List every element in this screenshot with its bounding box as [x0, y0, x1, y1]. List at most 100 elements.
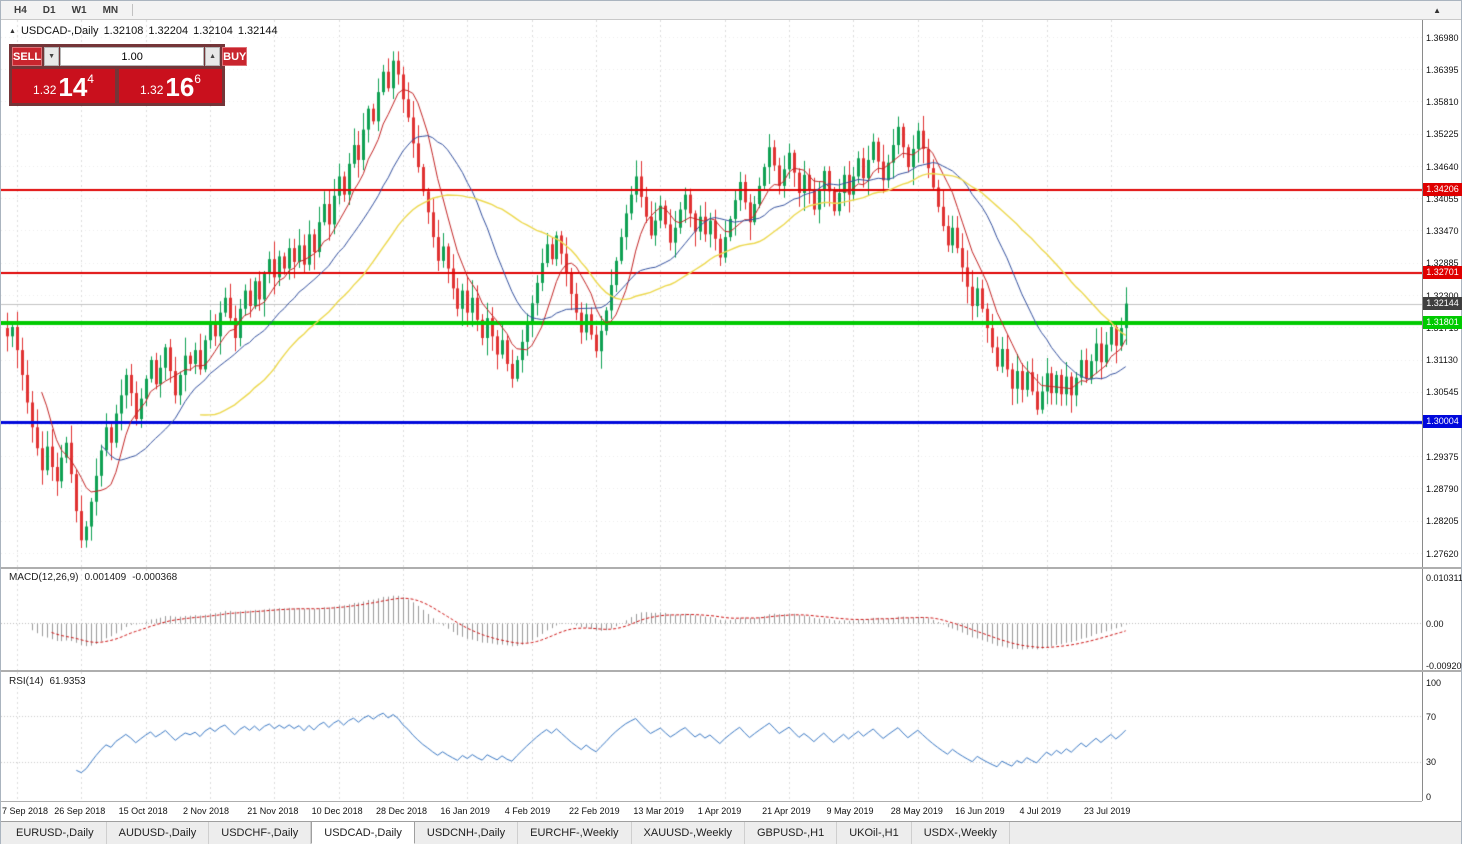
bottom-tab-gbpusd[interactable]: GBPUSD-,H1	[745, 822, 838, 844]
date-axis-label: 4 Feb 2019	[504, 806, 551, 816]
date-axis-label: 16 Jan 2019	[440, 806, 490, 816]
price-axis-label: 1.30545	[1426, 387, 1459, 398]
price-axis-label: 1.27620	[1426, 548, 1459, 559]
current-price-tag: 1.32144	[1423, 297, 1462, 311]
price-axis-label: 1.32885	[1426, 258, 1459, 269]
toolbar-scroll-up-icon[interactable]: ▲	[1433, 5, 1441, 15]
macd-header: MACD(12,26,9) 0.001409 -0.000368	[9, 572, 177, 583]
date-axis-label: 15 Oct 2018	[118, 806, 168, 816]
sell-button[interactable]: SELL	[12, 47, 43, 66]
price-axis-label: 1.29375	[1426, 451, 1459, 462]
price-axis-label: 1.36395	[1426, 64, 1459, 75]
price-axis-label: 1.28205	[1426, 516, 1459, 527]
rsi-label: RSI(14)	[9, 676, 44, 687]
volume-input[interactable]	[60, 47, 205, 66]
macd-indicator-canvas[interactable]	[1, 569, 1422, 670]
ohlc-close: 1.32144	[237, 25, 278, 37]
buy-price-big: 16	[165, 72, 195, 102]
rsi-header: RSI(14) 61.9353	[9, 676, 86, 687]
volume-control: ▼ ▲	[44, 47, 221, 66]
date-axis-label: 13 Mar 2019	[633, 806, 684, 816]
rsi-scale-label: 0	[1426, 791, 1432, 802]
bottom-tab-usdx[interactable]: USDX-,Weekly	[912, 822, 1010, 844]
sell-price-prefix: 1.32	[33, 83, 57, 97]
sell-price-sup: 4	[87, 72, 94, 86]
level-price-tag: 1.34206	[1423, 183, 1462, 197]
bottom-tab-usdcad[interactable]: USDCAD-,Daily	[311, 821, 415, 844]
bottom-tab-usdcnh[interactable]: USDCNH-,Daily	[415, 822, 519, 844]
bottom-tab-audusd[interactable]: AUDUSD-,Daily	[107, 822, 210, 844]
chart-area: ▲ USDCAD-,Daily 1.32108 1.32204 1.32104 …	[1, 20, 1462, 821]
price-axis-label: 1.33470	[1426, 226, 1459, 236]
price-axis-label: 1.32300	[1426, 290, 1459, 301]
macd-scale-zero-label: 0.00	[1426, 618, 1444, 629]
chart-symbol-header: ▲ USDCAD-,Daily 1.32108 1.32204 1.32104 …	[9, 25, 278, 37]
buy-price-sup: 6	[194, 72, 201, 86]
timeframe-button-w1[interactable]: W1	[65, 3, 94, 18]
price-axis-label: 1.36980	[1426, 32, 1459, 43]
date-axis-label: 28 May 2019	[890, 806, 943, 816]
bottom-tab-eurusd[interactable]: EURUSD-,Daily	[4, 822, 107, 844]
price-axis-label: 1.35225	[1426, 129, 1459, 140]
buy-button[interactable]: BUY	[222, 47, 248, 66]
buy-price-prefix: 1.32	[140, 83, 164, 97]
buy-price-box[interactable]: 1.32 16 6	[119, 69, 222, 103]
date-axis-label: 2 Nov 2018	[182, 806, 229, 816]
date-axis-label: 21 Apr 2019	[762, 806, 811, 816]
level-price-tag: 1.30004	[1423, 415, 1462, 429]
date-axis-label: 9 May 2019	[826, 806, 874, 816]
date-axis-label: 23 Jul 2019	[1083, 806, 1131, 816]
panel-splitter[interactable]	[1, 567, 1461, 569]
price-axis-label: 1.35810	[1426, 97, 1459, 107]
macd-value: 0.001409	[84, 572, 127, 583]
bottom-tab-eurchf[interactable]: EURCHF-,Weekly	[518, 822, 632, 844]
level-price-tag: 1.32701	[1423, 266, 1462, 280]
macd-signal-value: -0.000368	[132, 572, 178, 583]
rsi-value: 61.9353	[49, 676, 86, 687]
sell-price-box[interactable]: 1.32 14 4	[12, 69, 115, 103]
panel-splitter[interactable]	[1, 670, 1461, 672]
ohlc-low: 1.32104	[193, 25, 233, 37]
chart-symbol-label: USDCAD-,Daily	[20, 25, 99, 37]
chart-symbol-icon: ▲	[9, 27, 16, 35]
date-axis-label: 28 Dec 2018	[376, 806, 428, 816]
timeframe-toolbar: H4 D1 W1 MN ▲	[1, 1, 1461, 20]
toolbar-separator	[132, 4, 134, 16]
timeframe-button-h4[interactable]: H4	[7, 3, 34, 18]
ohlc-high: 1.32204	[148, 25, 189, 37]
date-axis-label: 21 Nov 2018	[247, 806, 299, 816]
rsi-scale-label: 70	[1426, 711, 1437, 722]
date-axis-label: 26 Sep 2018	[54, 806, 106, 816]
date-axis[interactable]: 7 Sep 2018 26 Sep 2018 15 Oct 2018 2 Nov 20…	[1, 801, 1422, 821]
rsi-scale-label: 100	[1426, 677, 1442, 688]
date-axis-label: 10 Dec 2018	[311, 806, 363, 816]
timeframe-button-mn[interactable]: MN	[96, 3, 126, 18]
date-axis-label: 7 Sep 2018	[2, 806, 49, 816]
ohlc-open: 1.32108	[103, 25, 144, 37]
level-price-tag: 1.31801	[1423, 316, 1462, 329]
volume-increase-button[interactable]: ▲	[205, 47, 221, 66]
volume-decrease-button[interactable]: ▼	[44, 47, 60, 66]
macd-scale-max-label: 0.010311	[1426, 572, 1462, 583]
rsi-scale-label: 30	[1426, 757, 1437, 768]
bottom-tab-usdchf[interactable]: USDCHF-,Daily	[209, 822, 312, 844]
date-axis-label: 22 Feb 2019	[569, 806, 620, 816]
price-axis-label: 1.34640	[1426, 161, 1459, 172]
date-axis-label: 16 Jun 2019	[955, 806, 1005, 816]
timeframe-button-d1[interactable]: D1	[36, 3, 63, 18]
price-axis-label: 1.34055	[1426, 193, 1459, 204]
sell-price-big: 14	[58, 72, 88, 102]
bottom-tab-ukoil[interactable]: UKOil-,H1	[837, 822, 912, 844]
price-axis[interactable]: 1.36980 1.36395 1.35810 1.35225 1.34640 1.340…	[1422, 20, 1462, 802]
macd-scale-min-label: -0.009203	[1426, 660, 1462, 671]
bottom-tab-xauusd[interactable]: XAUUSD-,Weekly	[632, 822, 745, 844]
rsi-indicator-canvas[interactable]	[1, 672, 1422, 801]
date-axis-label: 4 Jul 2019	[1019, 806, 1062, 816]
date-axis-label: 1 Apr 2019	[697, 806, 742, 816]
price-axis-label: 1.28790	[1426, 484, 1459, 494]
price-axis-label: 1.31130	[1426, 355, 1458, 365]
macd-label: MACD(12,26,9)	[9, 572, 79, 583]
main-chart-canvas[interactable]	[1, 20, 1422, 567]
